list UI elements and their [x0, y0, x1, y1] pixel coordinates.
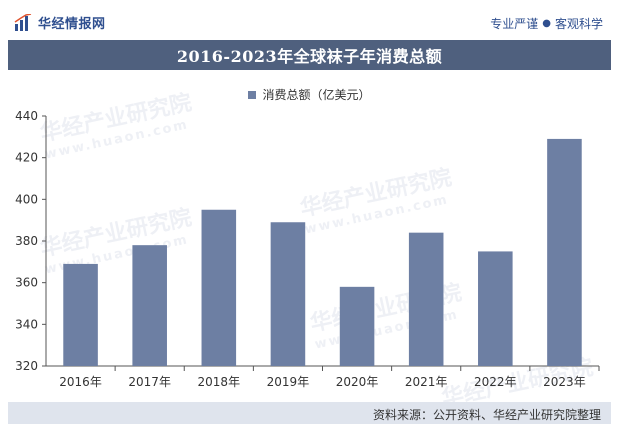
x-tick-label: 2017年 — [128, 375, 171, 389]
legend-label: 消费总额（亿美元） — [262, 88, 371, 102]
bar-2018年 — [201, 209, 237, 366]
y-tick-label: 400 — [15, 192, 38, 206]
slogan: 专业严谨 ● 客观科学 — [490, 15, 603, 32]
x-tick-label: 2019年 — [267, 375, 310, 389]
legend: 消费总额（亿美元） — [0, 86, 619, 103]
brand-name: 华经情报网 — [38, 17, 106, 32]
y-tick-label: 420 — [15, 151, 38, 165]
title-bar: 2016-2023年全球袜子年消费总额 — [8, 40, 611, 70]
y-tick-label: 440 — [15, 109, 38, 123]
y-tick-label: 340 — [15, 317, 38, 331]
x-tick-label: 2018年 — [198, 375, 241, 389]
brand: 华经情报网 — [14, 13, 106, 32]
y-tick-label: 360 — [15, 276, 38, 290]
bar-2023年 — [547, 138, 582, 366]
slogan-dot: ● — [542, 18, 551, 29]
x-tick-label: 2016年 — [59, 375, 102, 389]
legend-swatch — [248, 90, 257, 99]
source-note: 资料来源：公开资料、华经产业研究院整理 — [372, 408, 601, 422]
x-tick-label: 2021年 — [405, 375, 448, 389]
x-tick-label: 2023年 — [543, 375, 586, 389]
chart-title: 2016-2023年全球袜子年消费总额 — [176, 47, 443, 66]
slogan-left: 专业严谨 — [490, 17, 539, 31]
y-tick-label: 320 — [15, 359, 38, 373]
footer: 资料来源：公开资料、华经产业研究院整理 — [8, 402, 611, 424]
bar-2016年 — [63, 263, 98, 366]
bar-2020年 — [339, 286, 375, 366]
y-tick-label: 380 — [15, 234, 38, 248]
bar-2019年 — [270, 222, 306, 366]
slogan-right: 客观科学 — [554, 17, 603, 31]
x-tick-label: 2020年 — [336, 375, 379, 389]
header: 华经情报网 专业严谨 ● 客观科学 — [8, 8, 611, 36]
bar-2017年 — [132, 245, 167, 366]
x-tick-label: 2022年 — [474, 375, 517, 389]
brand-logo-icon — [14, 13, 32, 31]
bar-2022年 — [478, 251, 513, 366]
bar-2021年 — [408, 232, 444, 366]
